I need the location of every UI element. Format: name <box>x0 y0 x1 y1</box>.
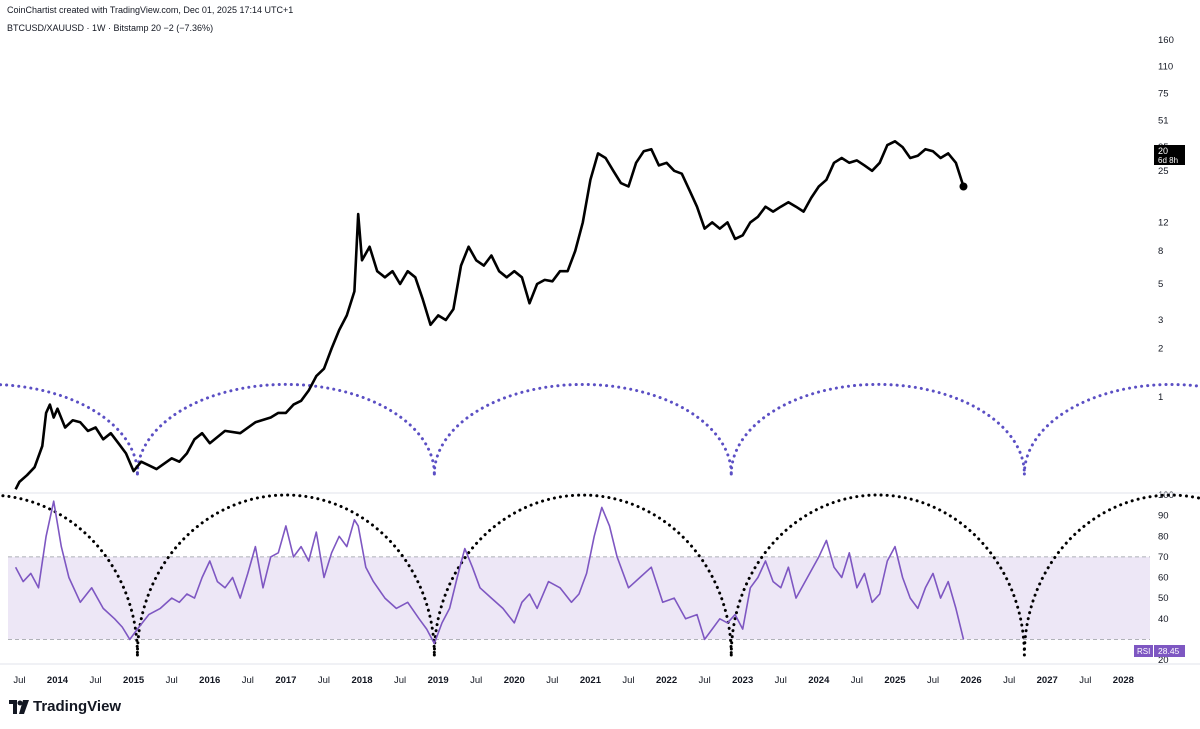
price-last-point <box>959 182 968 191</box>
rsi-cycle-arc <box>135 493 436 657</box>
time-axis-label: Jul <box>166 675 178 686</box>
time-axis-label: 2028 <box>1113 675 1134 686</box>
time-axis: Jul 2014 Jul 2015 Jul 2016 Jul 2017 Jul 2018 Jul 20… <box>13 675 1134 686</box>
time-axis-label: 2025 <box>884 675 906 686</box>
price-axis-tick: 1 <box>1158 392 1163 403</box>
time-axis-label: Jul <box>1079 675 1091 686</box>
price-axis-tick: 51 <box>1158 116 1169 127</box>
price-axis-tick: 110 <box>1158 62 1173 73</box>
time-axis-label: Jul <box>13 675 25 686</box>
time-axis-label: Jul <box>1003 675 1015 686</box>
time-axis-label: Jul <box>546 675 558 686</box>
price-last-badge-countdown: 6d 8h <box>1158 156 1178 165</box>
rsi-axis: 20 40 50 60 70 80 90 100 <box>1158 490 1174 666</box>
price-axis-tick: 75 <box>1158 89 1169 100</box>
tradingview-logo-text: TradingView <box>33 698 122 715</box>
price-cycle-arc <box>135 382 436 476</box>
price-last-badge <box>1154 145 1185 165</box>
price-last-badge-value: 20 <box>1158 146 1168 156</box>
price-cycle-arc <box>0 383 139 476</box>
time-axis-label: 2018 <box>351 675 372 686</box>
tradingview-logo-icon <box>9 699 29 714</box>
rsi-band-fill <box>8 556 1150 640</box>
price-axis: 123581225355175110160 <box>1158 35 1174 403</box>
time-axis-label: 2015 <box>123 675 145 686</box>
rsi-band <box>8 556 1150 640</box>
tradingview-logo[interactable]: TradingView <box>9 698 121 715</box>
time-axis-label: Jul <box>470 675 482 686</box>
time-axis-label: 2022 <box>656 675 677 686</box>
time-axis-label: Jul <box>89 675 101 686</box>
time-axis-label: Jul <box>622 675 634 686</box>
rsi-axis-tick: 100 <box>1158 490 1174 501</box>
rsi-axis-tick: 70 <box>1158 552 1169 563</box>
time-axis-label: Jul <box>775 675 787 686</box>
rsi-axis-tick: 50 <box>1158 593 1169 604</box>
price-axis-tick: 2 <box>1158 343 1163 354</box>
time-axis-label: 2017 <box>275 675 296 686</box>
time-axis-label: 2023 <box>732 675 753 686</box>
price-cycle-arcs <box>0 382 1200 476</box>
time-axis-label: Jul <box>242 675 254 686</box>
rsi-axis-tick: 60 <box>1158 573 1169 584</box>
price-cycle-arc <box>432 382 733 476</box>
price-axis-tick: 5 <box>1158 279 1163 290</box>
rsi-series <box>14 500 965 645</box>
rsi-cycle-arc <box>0 493 139 657</box>
rsi-cycle-arc <box>432 493 733 657</box>
time-axis-label: 2024 <box>808 675 830 686</box>
rsi-axis-tick: 90 <box>1158 511 1169 522</box>
time-axis-label: 2014 <box>47 675 69 686</box>
rsi-name-badge-label: RSI <box>1137 647 1150 656</box>
rsi-axis-tick: 40 <box>1158 614 1169 625</box>
time-axis-label: Jul <box>394 675 406 686</box>
time-axis-label: Jul <box>851 675 863 686</box>
time-axis-label: Jul <box>927 675 939 686</box>
chart-attribution: CoinChartist created with TradingView.co… <box>7 5 294 15</box>
price-cycle-arc <box>1022 383 1200 476</box>
price-axis-tick: 160 <box>1158 35 1174 46</box>
price-series <box>14 140 968 490</box>
time-axis-label: Jul <box>699 675 711 686</box>
rsi-line <box>14 500 965 645</box>
time-axis-label: 2026 <box>961 675 982 686</box>
rsi-last-badge <box>1154 645 1185 657</box>
price-axis-tick: 8 <box>1158 246 1163 257</box>
price-line <box>14 140 965 490</box>
rsi-last-badge-value: 28.45 <box>1158 646 1180 656</box>
time-axis-label: 2019 <box>428 675 449 686</box>
rsi-axis-tick: 20 <box>1158 655 1169 666</box>
rsi-cycle-arcs <box>0 493 1200 657</box>
price-axis-tick: 3 <box>1158 315 1163 326</box>
time-axis-label: 2020 <box>504 675 525 686</box>
price-cycle-arc <box>729 383 1026 476</box>
time-axis-label: 2027 <box>1037 675 1058 686</box>
rsi-name-badge <box>1134 645 1153 657</box>
rsi-axis-tick: 80 <box>1158 531 1169 542</box>
symbol-legend[interactable]: BTCUSD/XAUUSD · 1W · Bitstamp 20 −2 (−7.… <box>7 23 214 33</box>
time-axis-label: 2016 <box>199 675 220 686</box>
time-axis-label: 2021 <box>580 675 602 686</box>
price-axis-tick: 25 <box>1158 166 1169 177</box>
time-axis-label: Jul <box>318 675 330 686</box>
price-axis-tick: 12 <box>1158 217 1169 228</box>
